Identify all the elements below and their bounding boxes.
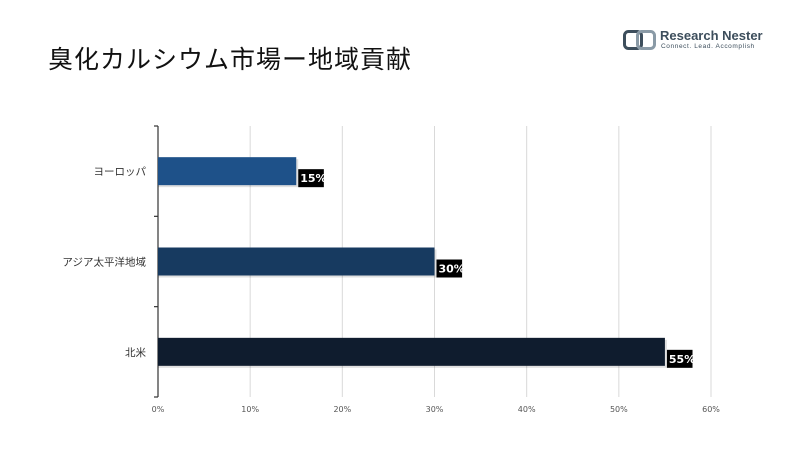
x-tick-label: 0% xyxy=(152,405,165,414)
data-label-box xyxy=(436,259,463,278)
x-tick-label: 30% xyxy=(426,405,444,414)
logo-icon xyxy=(623,30,656,50)
bar xyxy=(158,157,297,186)
x-tick-label: 10% xyxy=(241,405,259,414)
labels: 0% 10% 20% 30% 40% 50% 60% ヨーロッパ 15% アジア太平洋地域 30% 北… xyxy=(62,166,720,414)
x-tick-label: 60% xyxy=(702,405,720,414)
data-label: 15% xyxy=(300,172,326,185)
page-title: 臭化カルシウム市場ー地域貢献 xyxy=(48,45,413,74)
x-tick-label: 50% xyxy=(610,405,628,414)
category-label: アジア太平洋地域 xyxy=(62,256,146,269)
research-nester-logo: Research Nester Connect. Lead. Accomplis… xyxy=(623,28,773,54)
x-tick-label: 20% xyxy=(333,405,351,414)
data-label: 30% xyxy=(439,263,465,276)
category-label: 北米 xyxy=(125,346,146,359)
logo-tagline: Connect. Lead. Accomplish xyxy=(661,43,755,50)
x-tick-label: 40% xyxy=(518,405,536,414)
bar xyxy=(158,337,665,366)
logo-name: Research Nester xyxy=(660,28,763,43)
category-label: ヨーロッパ xyxy=(94,166,147,178)
category-axis xyxy=(154,125,159,398)
bar xyxy=(158,247,435,276)
data-label: 55% xyxy=(669,353,695,366)
data-label-box xyxy=(666,349,693,368)
data-label-box xyxy=(298,169,324,188)
bars xyxy=(158,157,667,368)
